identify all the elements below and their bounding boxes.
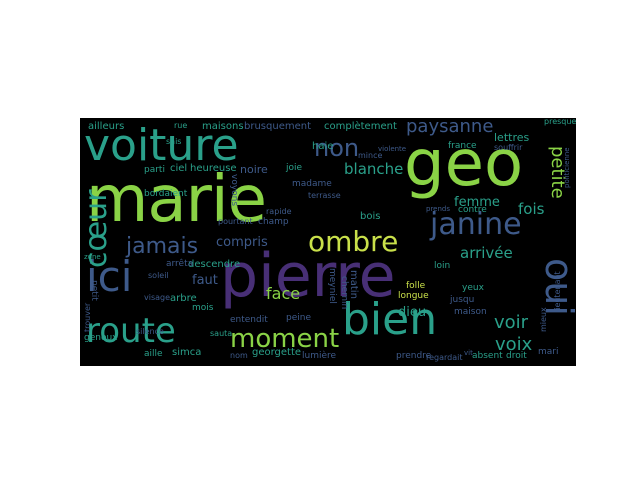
word: pourtant [218,217,253,226]
word: brusquement [244,121,311,132]
word: souffrir [494,143,523,152]
word: mari [538,347,559,357]
word: contre [458,205,487,215]
word: ici [86,252,133,301]
word: petit [89,280,99,301]
word: presque [544,118,576,126]
word: arrêta [166,259,194,269]
word: ailleurs [88,121,125,132]
word: fois [518,200,545,218]
word: rue [174,121,188,130]
word: simca [172,347,202,358]
word: prendre [396,351,432,361]
word: moment [230,324,340,354]
word-cloud: marie pierre geo voiture bien ici route … [80,118,576,366]
word: voiture [84,120,239,171]
word: trouver [83,302,92,332]
word: meyniel [327,268,337,304]
word: peine [286,313,311,323]
word: arbre [170,293,197,304]
word: femme [454,195,500,210]
word: faut [192,273,218,288]
word: pierre [220,241,396,311]
word: face [266,284,301,303]
word: lieutenant [553,271,562,312]
word: rapide [266,207,292,216]
word: maison [454,307,487,317]
word: geo [404,127,524,201]
word: maisons [202,121,244,132]
word: paysanne [406,118,494,137]
word: sauta [210,329,233,338]
word: noire [240,163,268,176]
word: chemin [339,276,349,310]
word: route [86,311,176,351]
word: violente [378,145,407,153]
word: soleil [148,271,169,280]
word: regardait [426,353,463,362]
word: mois [192,303,214,313]
word: genoux [84,333,118,343]
word: matin [348,270,359,299]
word: france [448,141,477,151]
word: loin [434,261,451,271]
word: joie [286,163,303,173]
word: georgette [252,347,302,358]
word: voyons [229,174,239,207]
word: voix [495,334,533,355]
word: silence [136,327,164,336]
word: madame [292,179,332,189]
word: janine [430,207,522,242]
word: aille [144,349,163,359]
word: entendit [230,315,268,325]
word: mieux [539,307,548,332]
word: blanche [344,160,404,178]
word: marie [86,163,267,237]
word: yeux [462,283,484,293]
word: terrasse [308,191,341,200]
word: bois [360,211,381,222]
word: longue [398,291,429,301]
word: zone [84,253,101,261]
word: haie [312,141,334,152]
word: absent [472,351,503,361]
word: jusqu [450,295,475,305]
word: ombre [308,225,399,258]
word: compris [216,235,268,250]
word: dieu [398,305,427,320]
word: prends [426,205,451,213]
word: arrivée [460,244,513,262]
word: parti [144,165,165,175]
word: ciel [170,163,188,174]
word: complètement [324,121,397,132]
word: jamais [126,234,199,259]
word: mince [358,151,383,160]
word: visage [144,293,171,302]
word: droit [506,351,527,361]
word: politicienne [563,147,571,188]
word: heureuse [190,163,237,174]
word: bien [342,294,438,345]
word: bordaient [144,189,188,199]
word: folle [406,281,426,291]
word: voir [494,312,529,333]
word: lumière [302,351,337,361]
word: descendre [188,259,241,270]
word: champ [258,217,289,227]
word: lettres [494,131,530,144]
word: vit [464,349,473,357]
word: non [314,134,360,162]
word: nom [230,351,248,360]
word: sais [166,137,182,146]
